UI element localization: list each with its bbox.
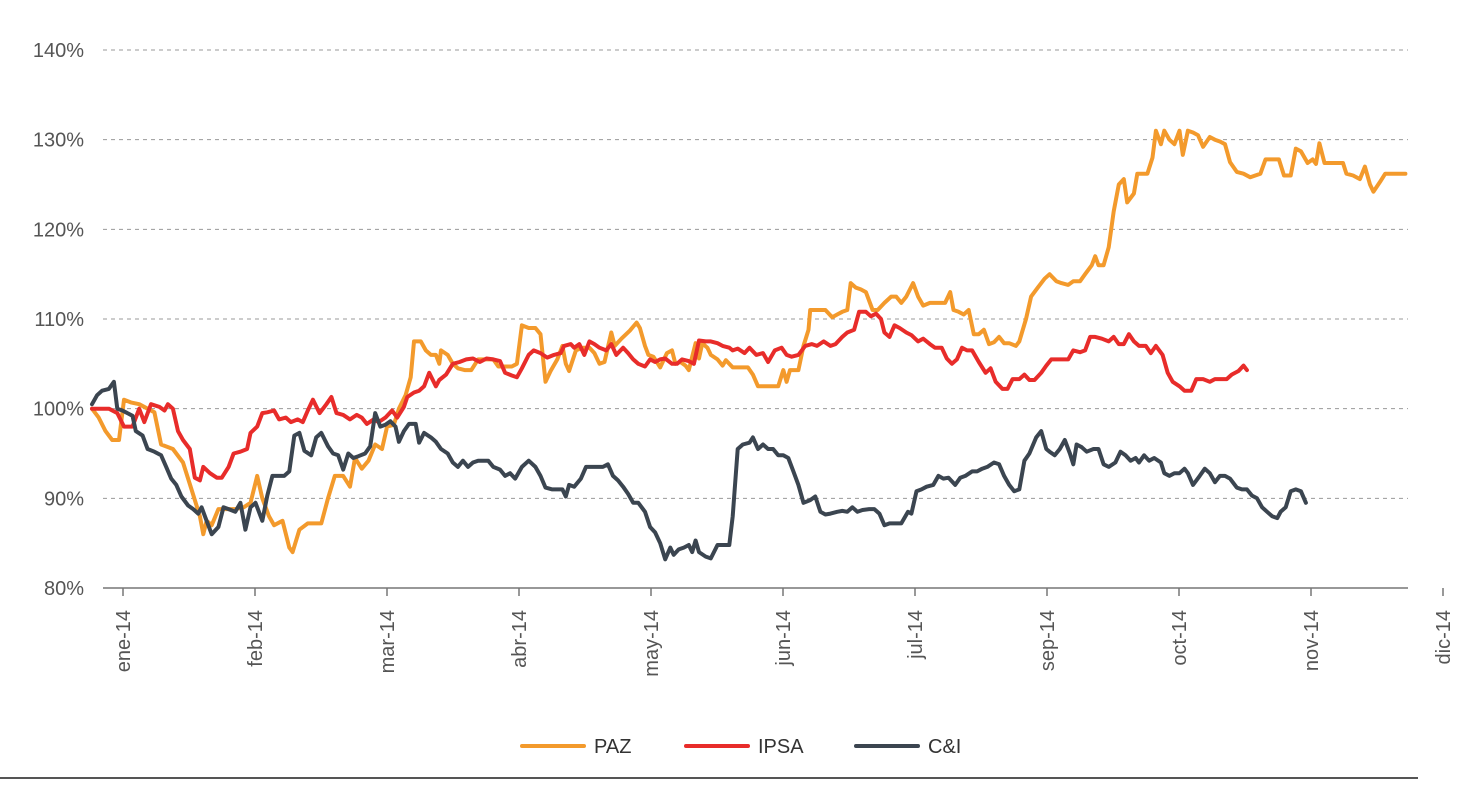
x-tick-label: sep-14 xyxy=(1037,610,1059,671)
x-tick-label: feb-14 xyxy=(245,610,267,667)
y-tick-label: 140% xyxy=(33,40,84,62)
x-tick-label: abr-14 xyxy=(509,610,531,668)
y-tick-label: 100% xyxy=(33,399,84,421)
series-line-ipsa xyxy=(90,309,1249,483)
legend-label: C&I xyxy=(928,736,961,758)
x-tick-label: nov-14 xyxy=(1301,610,1323,671)
y-tick-label: 110% xyxy=(34,309,84,331)
x-tick-label: jul-14 xyxy=(905,610,927,660)
x-axis: ene-14 feb-14 mar-14 abr-14 may-14 jun-14 jul-… xyxy=(103,587,1455,677)
x-tick-label: may-14 xyxy=(641,610,663,677)
series-line-paz xyxy=(90,128,1408,555)
y-tick-label: 130% xyxy=(33,130,84,152)
x-tick-label: ene-14 xyxy=(113,610,135,672)
x-tick-label: jun-14 xyxy=(773,610,795,667)
y-tick-label: 90% xyxy=(44,488,84,510)
y-tick-label: 80% xyxy=(44,578,84,600)
legend: PAZ IPSA C&I xyxy=(520,736,961,758)
x-tick-label: mar-14 xyxy=(377,610,399,673)
x-tick-label: oct-14 xyxy=(1169,610,1191,666)
gridlines xyxy=(103,49,1408,589)
series-line-c-i xyxy=(90,379,1308,562)
y-tick-label: 120% xyxy=(33,219,84,241)
legend-label: PAZ xyxy=(594,736,631,758)
legend-label: IPSA xyxy=(758,736,804,758)
x-tick-label: dic-14 xyxy=(1433,610,1455,664)
y-axis-ticks: 80% 90% 100% 110% 120% 130% 140% xyxy=(33,40,84,600)
series-lines xyxy=(90,128,1408,562)
